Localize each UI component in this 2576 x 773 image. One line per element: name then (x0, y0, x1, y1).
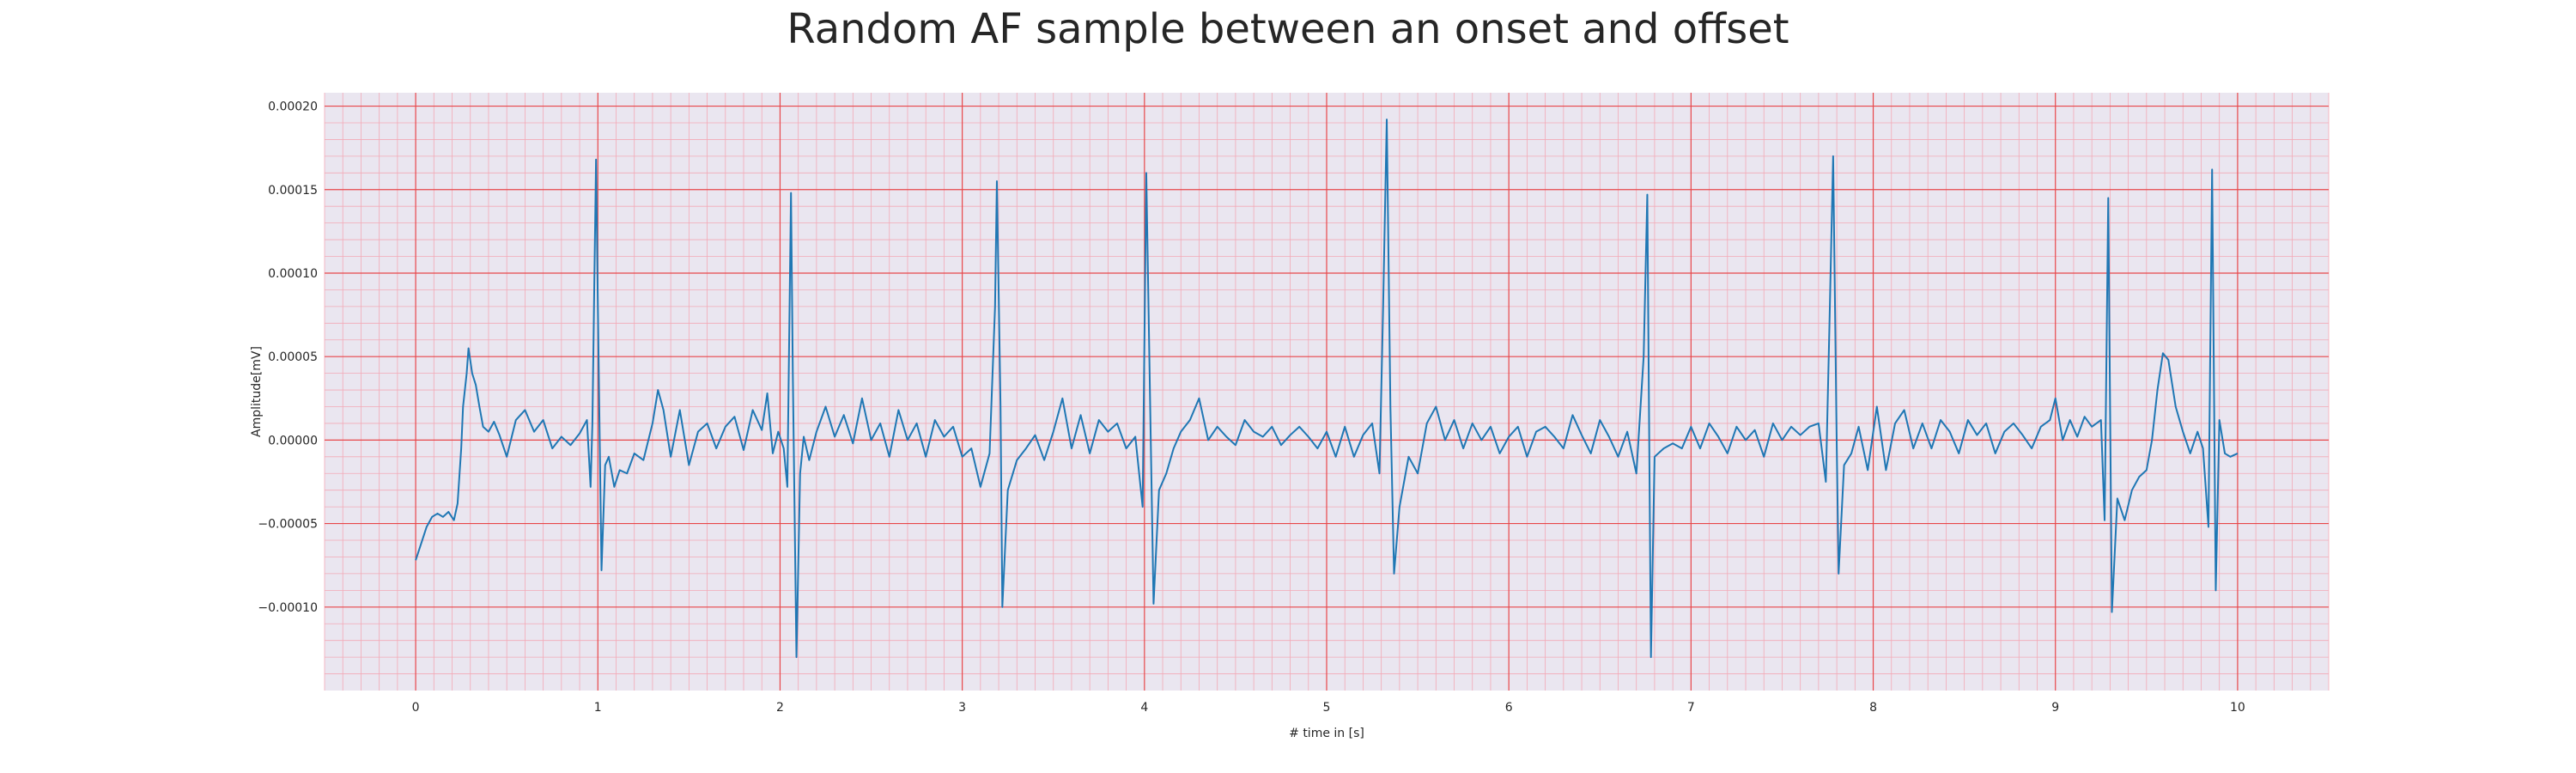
x-tick-label: 5 (1323, 701, 1331, 715)
y-axis-ticks: −0.00010 −0.00005 0.00000 0.00005 0.00010 0.0… (258, 100, 318, 615)
signal-line (415, 119, 2239, 659)
y-tick-label: 0.00020 (268, 100, 318, 114)
y-tick-label: 0.00005 (268, 350, 318, 364)
y-tick-label: 0.00000 (268, 434, 318, 447)
x-tick-label: 10 (2230, 701, 2245, 715)
x-tick-label: 7 (1687, 701, 1695, 715)
x-tick-label: 8 (1869, 701, 1877, 715)
y-tick-label: −0.00005 (258, 518, 318, 532)
y-axis-label: Amplitude[mV] (250, 346, 264, 437)
x-axis-label: # time in [s] (1289, 727, 1364, 740)
x-tick-label: 2 (776, 701, 784, 715)
x-tick-label: 4 (1140, 701, 1148, 715)
x-tick-label: 1 (594, 701, 602, 715)
x-tick-label: 9 (2051, 701, 2059, 715)
y-tick-label: 0.00010 (268, 267, 318, 281)
x-tick-label: 0 (412, 701, 420, 715)
x-axis-ticks: 0 1 2 3 4 5 6 7 8 9 10 (412, 701, 2245, 715)
y-tick-label: 0.00015 (268, 184, 318, 198)
x-tick-label: 6 (1505, 701, 1513, 715)
chart-title: Random AF sample between an onset and of… (787, 5, 1789, 53)
x-tick-label: 3 (958, 701, 966, 715)
y-tick-label: −0.00010 (258, 601, 318, 615)
